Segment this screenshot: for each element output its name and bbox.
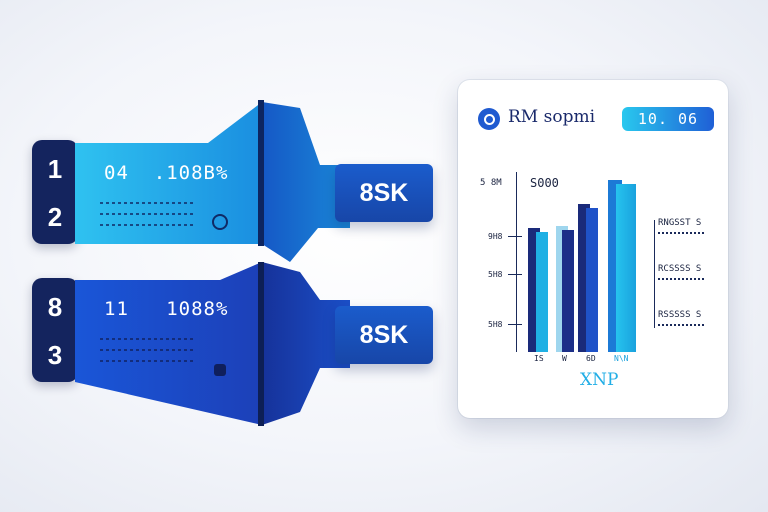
x-label-1: IS [534,354,544,363]
banner-upper: 04 .108B% [75,100,350,262]
tick-line-1 [508,236,522,237]
tick-line-2 [508,274,522,275]
banner-lower-value-text: 8SK [359,320,409,349]
bar-4-front [616,184,636,352]
brand-logo-icon [478,108,500,130]
banner-upper-shape [75,100,350,262]
step-number-3: 3 [47,340,63,370]
step-number-2: 2 [47,202,63,232]
banner-upper-text-lines [100,202,196,235]
right-label-1: RNGSST S [658,218,702,228]
right-label-3: RSSSSS S [658,310,702,320]
banner-upper-value-text: 8SK [359,178,409,207]
bar-1-front [536,232,548,352]
card-badge-text: 10. 06 [637,110,699,128]
right-dots-1 [658,232,704,234]
y-tick-3: 5H8 [488,320,503,329]
right-dots-3 [658,324,704,326]
banner-lower-shape [75,262,350,426]
card-badge: 10. 06 [622,107,714,131]
card-footer-text: XNP [580,370,619,390]
top-value-label: S000 [530,176,559,190]
y-axis-label: 5 8M [480,178,502,188]
right-axis-line [654,220,655,328]
right-label-2: RCSSSS S [658,264,702,274]
card-title: RM sopmi [508,107,596,127]
report-card: RM sopmi 10. 06 5 8M S000 9H8 5H8 5H8 IS… [458,80,728,418]
y-axis-line [516,172,517,352]
step-tab-upper: 1 2 [32,140,78,244]
bar-2-front [562,230,574,352]
banner-lower-stat: 11 1088% [104,298,229,320]
x-label-2: W [562,354,567,363]
right-dots-2 [658,278,704,280]
banner-lower: 11 1088% [75,262,350,426]
banner-lower-text-lines [100,338,196,371]
banner-upper-stat: 04 .108B% [104,162,229,184]
banner-upper-value: 8SK [335,164,433,222]
y-tick-1: 9H8 [488,232,503,241]
step-number-8: 8 [47,292,63,322]
x-label-3: 6D [586,354,596,363]
bar-3-front [586,208,598,352]
y-tick-2: 5H8 [488,270,503,279]
tick-line-3 [508,324,522,325]
step-number-1: 1 [47,154,63,184]
x-label-4: N\N [614,354,629,363]
banner-lower-value: 8SK [335,306,433,364]
step-tab-lower: 8 3 [32,278,78,382]
tag-icon [214,364,226,376]
search-icon [212,214,228,230]
